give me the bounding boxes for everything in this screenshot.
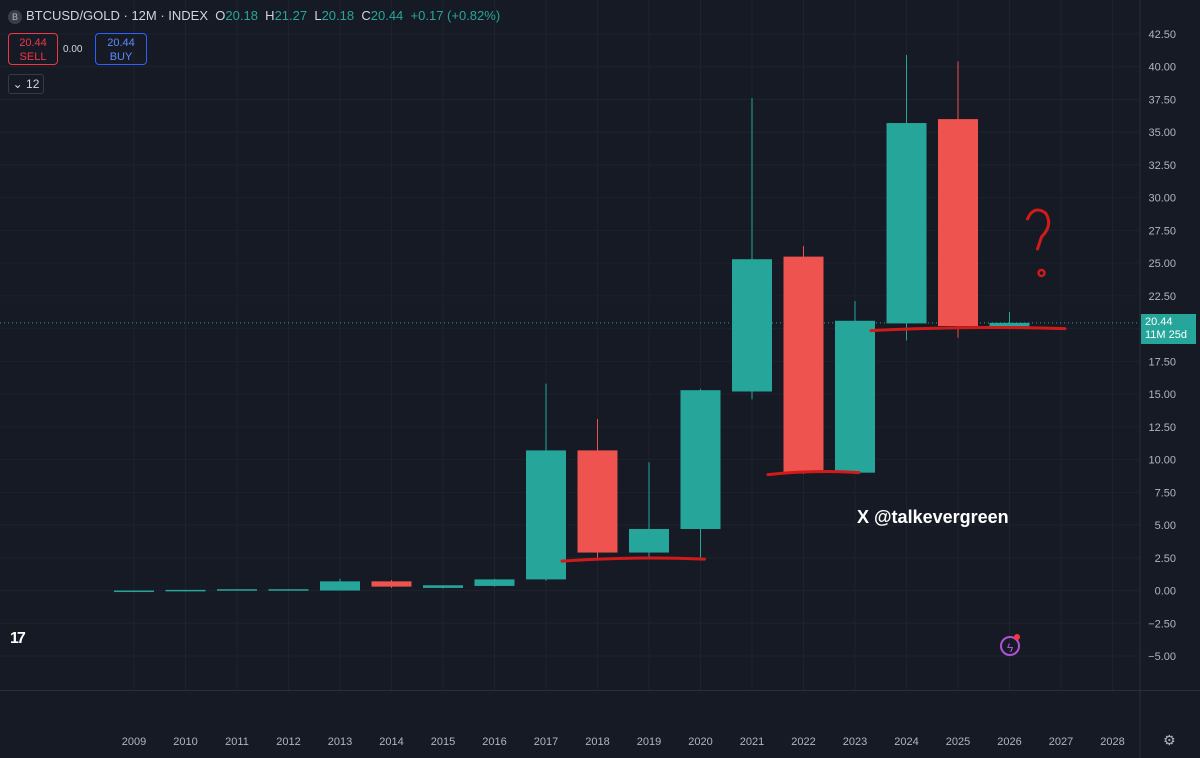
spread-value: 0.00: [63, 44, 83, 55]
candle-body: [835, 320, 875, 473]
x-tick-label: 2025: [946, 736, 970, 748]
question-mark-dot: [1037, 268, 1046, 278]
open-label: O: [215, 8, 226, 23]
x-tick-label: 2010: [173, 736, 197, 748]
sell-label: SELL: [19, 51, 47, 63]
change-value: +0.17 (+0.82%): [410, 8, 501, 23]
support-line-annotation: [560, 556, 706, 563]
candle-body: [629, 528, 669, 553]
y-tick-label: −2.50: [1148, 618, 1176, 630]
high-value: 21.27: [274, 8, 308, 23]
x-tick-label: 2021: [740, 736, 764, 748]
x-tick-label: 2026: [997, 736, 1021, 748]
candle-body: [114, 590, 154, 593]
buy-price: 20.44: [107, 37, 135, 49]
candle-body: [938, 119, 978, 327]
candle-body: [526, 450, 566, 580]
current-price-tag: 20.44 11M 25d: [1141, 314, 1196, 344]
y-tick-label: 42.50: [1148, 29, 1176, 41]
x-tick-label: 2024: [894, 736, 918, 748]
symbol-title[interactable]: BTCUSD/GOLD · 12M · INDEX: [26, 8, 209, 23]
close-value: 20.44: [370, 8, 404, 23]
x-tick-label: 2017: [534, 736, 558, 748]
x-tick-label: 2027: [1049, 736, 1073, 748]
candle-body: [474, 579, 515, 586]
y-tick-label: 15.00: [1148, 389, 1176, 401]
y-tick-label: 7.50: [1155, 487, 1176, 499]
notification-dot: [1014, 634, 1020, 640]
y-tick-label: 22.50: [1148, 291, 1176, 303]
bar-countdown: 11M 25d: [1145, 329, 1187, 341]
y-tick-label: 2.50: [1155, 553, 1176, 565]
low-value: 20.18: [321, 8, 355, 23]
y-tick-label: 30.00: [1148, 193, 1176, 205]
time-axis-separator: [0, 690, 1200, 691]
candle-body: [886, 123, 927, 324]
x-tick-label: 2016: [482, 736, 506, 748]
y-tick-label: 27.50: [1148, 225, 1176, 237]
symbol-icon[interactable]: B: [8, 9, 22, 24]
y-tick-label: 40.00: [1148, 62, 1176, 74]
x-tick-label: 2011: [225, 736, 249, 748]
buy-label: BUY: [109, 51, 133, 63]
x-tick-label: 2023: [843, 736, 867, 748]
candle-body: [423, 585, 463, 588]
candle-body: [783, 256, 824, 473]
current-price-label: 20.44: [1145, 316, 1173, 328]
candle-body: [577, 450, 618, 553]
x-tick-label: 2013: [328, 736, 352, 748]
interval-selector[interactable]: ⌄ 12: [8, 74, 44, 94]
x-tick-label: 2028: [1100, 736, 1124, 748]
interval-label: 12: [26, 77, 40, 91]
support-line-annotation: [869, 326, 1067, 333]
y-tick-label: 17.50: [1148, 356, 1176, 368]
y-tick-label: 12.50: [1148, 422, 1176, 434]
y-tick-label: −5.00: [1148, 651, 1176, 663]
candle-body: [320, 581, 360, 591]
high-label: H: [265, 8, 275, 23]
buy-button[interactable]: 20.44 BUY: [95, 33, 147, 65]
x-tick-label: 2015: [431, 736, 455, 748]
close-label: C: [361, 8, 371, 23]
y-tick-label: 35.00: [1148, 127, 1176, 139]
sell-button[interactable]: 20.44 SELL: [8, 33, 58, 65]
y-tick-label: 0.00: [1155, 586, 1176, 598]
y-tick-label: 25.00: [1148, 258, 1176, 270]
low-label: L: [314, 8, 322, 23]
candle-body: [268, 589, 309, 591]
sell-price: 20.44: [19, 37, 47, 49]
watermark-text: X @talkevergreen: [857, 507, 1009, 527]
candle-body: [989, 322, 1030, 327]
x-tick-label: 2018: [585, 736, 609, 748]
x-tick-label: 2014: [379, 736, 403, 748]
x-tick-label: 2022: [791, 736, 815, 748]
bolt-icon[interactable]: ϟ: [1000, 636, 1020, 656]
candle-body: [165, 589, 206, 592]
y-tick-label: 10.00: [1148, 455, 1176, 467]
question-mark-annotation: [1026, 208, 1051, 251]
open-value: 20.18: [225, 8, 258, 23]
tradingview-logo-icon[interactable]: 17: [10, 630, 26, 647]
candle-body: [371, 581, 412, 587]
chevron-down-icon: ⌄: [12, 77, 23, 91]
y-tick-label: 5.00: [1155, 520, 1176, 532]
candle-body: [732, 259, 772, 392]
candle-body: [217, 589, 257, 591]
x-tick-label: 2020: [688, 736, 712, 748]
x-tick-label: 2012: [276, 736, 300, 748]
x-tick-label: 2019: [637, 736, 661, 748]
y-tick-label: 32.50: [1148, 160, 1176, 172]
y-tick-label: 37.50: [1148, 94, 1176, 106]
x-tick-label: 2009: [122, 736, 146, 748]
chart-header: B BTCUSD/GOLD · 12M · INDEX O20.18 H21.27…: [8, 8, 500, 24]
support-line-annotation: [766, 470, 861, 477]
settings-icon[interactable]: ⚙: [1163, 732, 1176, 748]
candle-body: [680, 390, 721, 529]
